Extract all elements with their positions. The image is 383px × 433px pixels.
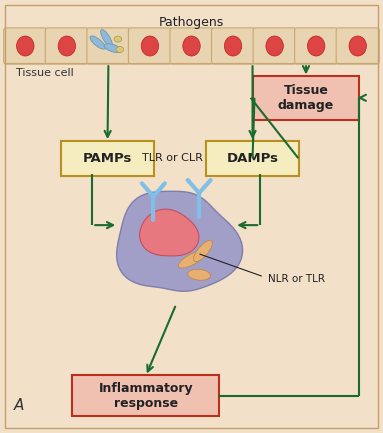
FancyBboxPatch shape <box>170 28 213 64</box>
Text: Tissue cell: Tissue cell <box>16 68 74 78</box>
FancyBboxPatch shape <box>336 28 379 64</box>
Ellipse shape <box>266 36 283 56</box>
Ellipse shape <box>183 36 200 56</box>
FancyBboxPatch shape <box>128 28 172 64</box>
Ellipse shape <box>58 36 75 56</box>
FancyBboxPatch shape <box>253 76 358 120</box>
Polygon shape <box>140 209 199 256</box>
Ellipse shape <box>349 36 367 56</box>
FancyBboxPatch shape <box>45 28 88 64</box>
Text: PAMPs: PAMPs <box>83 152 132 165</box>
Text: DAMPs: DAMPs <box>227 152 278 165</box>
Text: NLR or TLR: NLR or TLR <box>268 274 325 284</box>
Ellipse shape <box>104 44 122 53</box>
FancyBboxPatch shape <box>5 29 378 63</box>
Ellipse shape <box>308 36 325 56</box>
Ellipse shape <box>224 36 242 56</box>
FancyBboxPatch shape <box>87 28 130 64</box>
FancyBboxPatch shape <box>253 28 296 64</box>
FancyBboxPatch shape <box>211 28 255 64</box>
FancyBboxPatch shape <box>4 28 47 64</box>
Text: Inflammatory
response: Inflammatory response <box>98 381 193 410</box>
Polygon shape <box>117 191 242 291</box>
Text: Tissue
damage: Tissue damage <box>278 84 334 112</box>
FancyBboxPatch shape <box>72 375 219 417</box>
FancyBboxPatch shape <box>61 141 154 176</box>
Ellipse shape <box>16 36 34 56</box>
Ellipse shape <box>101 29 112 47</box>
Ellipse shape <box>193 240 212 262</box>
Text: Pathogens: Pathogens <box>159 16 224 29</box>
Text: A: A <box>14 398 25 413</box>
FancyBboxPatch shape <box>295 28 338 64</box>
Ellipse shape <box>116 46 124 52</box>
FancyBboxPatch shape <box>206 141 300 176</box>
Ellipse shape <box>178 251 205 268</box>
Ellipse shape <box>114 36 122 42</box>
Ellipse shape <box>90 36 105 49</box>
Ellipse shape <box>141 36 159 56</box>
Ellipse shape <box>188 269 211 280</box>
Text: TLR or CLR: TLR or CLR <box>142 152 203 162</box>
